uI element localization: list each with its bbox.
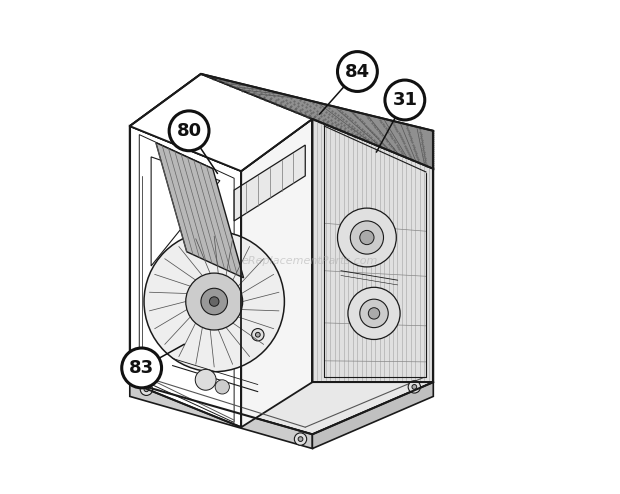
Circle shape <box>298 437 303 442</box>
Circle shape <box>294 433 307 445</box>
Polygon shape <box>201 74 433 169</box>
Circle shape <box>144 387 149 392</box>
Polygon shape <box>234 145 305 221</box>
Polygon shape <box>156 143 244 278</box>
Text: 83: 83 <box>129 359 154 377</box>
Circle shape <box>412 384 417 389</box>
Circle shape <box>215 380 229 394</box>
Circle shape <box>368 308 379 319</box>
Circle shape <box>122 348 162 388</box>
Circle shape <box>255 332 260 337</box>
Circle shape <box>348 288 400 339</box>
Circle shape <box>210 297 219 306</box>
Text: eReplacementParts.com: eReplacementParts.com <box>242 256 378 266</box>
Polygon shape <box>130 126 241 427</box>
Polygon shape <box>140 134 234 422</box>
Text: 80: 80 <box>177 122 202 140</box>
Circle shape <box>360 299 388 328</box>
Text: 84: 84 <box>345 63 370 81</box>
Circle shape <box>186 273 242 330</box>
Circle shape <box>385 80 425 120</box>
Circle shape <box>360 230 374 245</box>
Polygon shape <box>312 382 433 449</box>
Circle shape <box>140 383 153 395</box>
Circle shape <box>201 288 228 315</box>
Text: 31: 31 <box>392 91 417 109</box>
Polygon shape <box>130 330 433 434</box>
Polygon shape <box>312 119 433 382</box>
Circle shape <box>350 221 384 254</box>
Circle shape <box>252 329 264 341</box>
Polygon shape <box>241 119 312 427</box>
Circle shape <box>169 111 209 151</box>
Polygon shape <box>130 382 312 449</box>
Circle shape <box>195 370 216 390</box>
Polygon shape <box>151 157 220 266</box>
Circle shape <box>144 231 285 371</box>
Circle shape <box>408 381 420 393</box>
Circle shape <box>337 208 396 267</box>
Circle shape <box>337 51 378 91</box>
Polygon shape <box>130 74 312 171</box>
Polygon shape <box>130 74 312 171</box>
